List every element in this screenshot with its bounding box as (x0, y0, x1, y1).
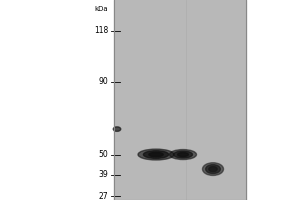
Ellipse shape (138, 149, 174, 160)
Text: 39: 39 (98, 170, 108, 179)
Bar (114, 0, 246, 200)
Ellipse shape (169, 150, 196, 160)
Ellipse shape (178, 153, 188, 157)
Text: 50: 50 (98, 150, 108, 159)
Ellipse shape (149, 152, 163, 157)
Ellipse shape (143, 151, 169, 158)
Ellipse shape (173, 151, 193, 158)
Text: 90: 90 (98, 77, 108, 86)
Text: kDa: kDa (94, 6, 108, 12)
Ellipse shape (209, 167, 217, 172)
Text: 27: 27 (98, 192, 108, 200)
Text: 118: 118 (94, 26, 108, 35)
Ellipse shape (113, 127, 121, 131)
Ellipse shape (206, 165, 220, 174)
Ellipse shape (202, 163, 224, 175)
